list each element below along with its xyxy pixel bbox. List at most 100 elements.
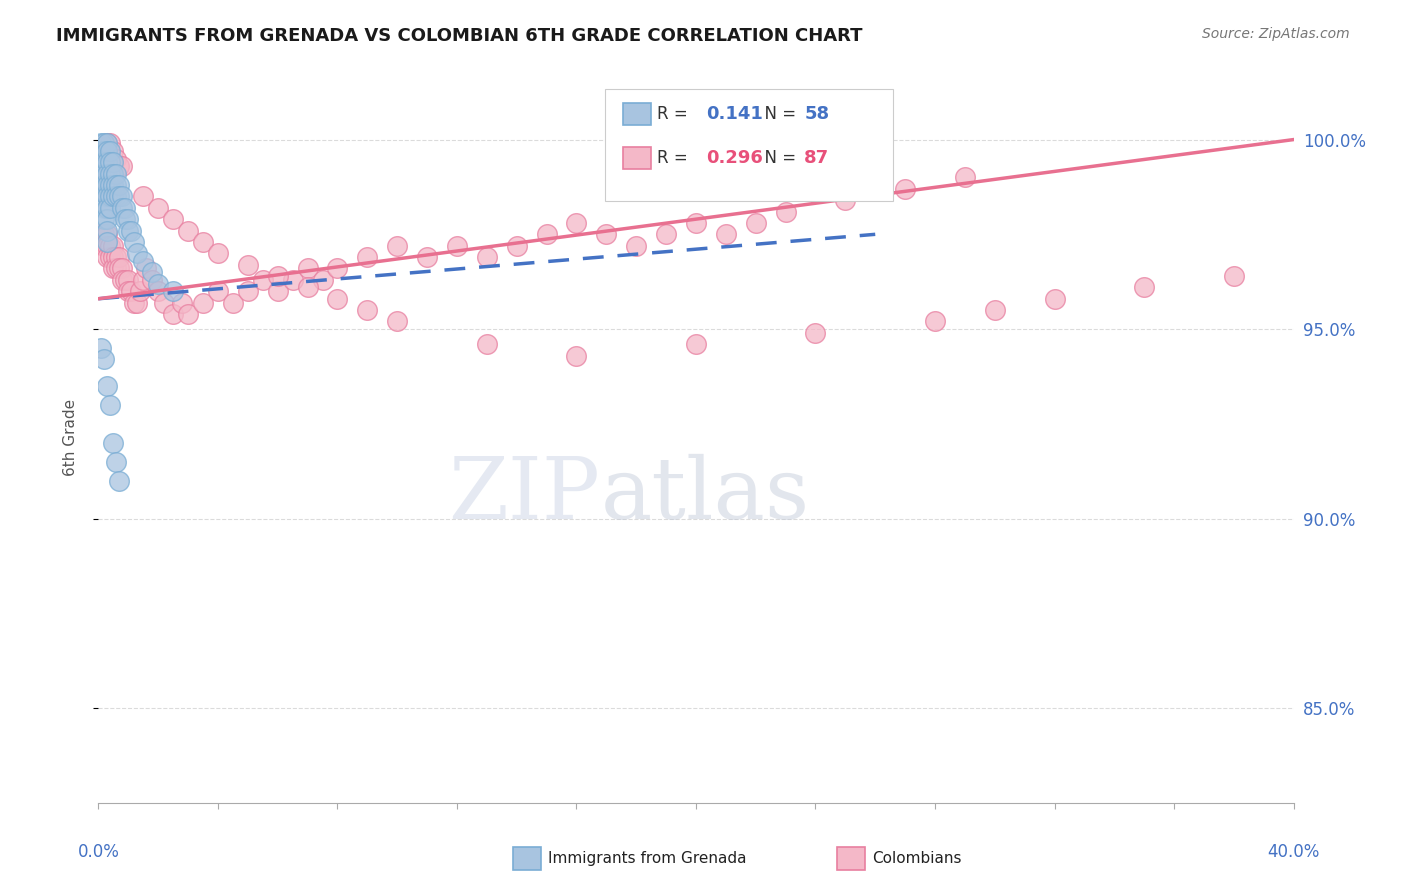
Point [96, 235, 118, 249]
Point [191, 295, 214, 310]
Point [129, 284, 152, 298]
Point [96, 250, 118, 264]
Point [565, 349, 588, 363]
Point [96, 201, 118, 215]
Point [93, 178, 115, 192]
Point [108, 178, 131, 192]
Text: Colombians: Colombians [872, 852, 962, 866]
Point [191, 235, 214, 249]
Point [120, 284, 142, 298]
Point [93, 136, 115, 151]
Point [98, 201, 122, 215]
Point [506, 238, 529, 252]
Point [114, 201, 136, 215]
Point [127, 295, 149, 310]
Point [96, 238, 118, 252]
Point [98, 398, 122, 412]
Point [281, 273, 304, 287]
Point [172, 295, 194, 310]
Point [111, 159, 134, 173]
Point [93, 201, 115, 215]
Point [236, 258, 259, 272]
Point [685, 337, 707, 351]
Point [93, 155, 115, 169]
Point [93, 352, 115, 367]
Point [111, 273, 134, 287]
Point [834, 193, 856, 207]
Point [124, 295, 146, 310]
Point [655, 227, 678, 242]
Point [98, 144, 122, 158]
Point [103, 261, 125, 276]
Point [108, 474, 131, 488]
Point [117, 212, 139, 227]
Text: Source: ZipAtlas.com: Source: ZipAtlas.com [1202, 27, 1350, 41]
Point [120, 223, 142, 237]
Point [98, 167, 122, 181]
Point [565, 216, 588, 230]
Point [90, 155, 112, 169]
Text: ZIP: ZIP [449, 454, 600, 537]
Point [177, 307, 200, 321]
Point [98, 238, 122, 252]
Point [297, 261, 319, 276]
Point [132, 189, 155, 203]
Point [385, 314, 409, 328]
Point [356, 250, 378, 264]
Point [108, 261, 131, 276]
Point [105, 250, 128, 264]
Point [1043, 292, 1066, 306]
Point [207, 246, 229, 260]
Point [111, 189, 134, 203]
Point [416, 250, 439, 264]
Point [222, 295, 245, 310]
Point [162, 307, 184, 321]
Text: 40.0%: 40.0% [1267, 843, 1320, 861]
Point [326, 292, 349, 306]
Point [103, 189, 125, 203]
Point [98, 136, 122, 151]
Point [714, 227, 737, 242]
Text: 0.141: 0.141 [706, 105, 762, 123]
Point [326, 261, 349, 276]
Point [267, 268, 290, 283]
Point [117, 273, 139, 287]
Point [98, 178, 122, 192]
Point [105, 189, 128, 203]
Point [98, 155, 122, 169]
Point [103, 167, 125, 181]
Point [108, 159, 131, 173]
Point [446, 238, 468, 252]
Point [93, 189, 115, 203]
Text: R =: R = [657, 149, 693, 167]
Point [595, 227, 617, 242]
Point [96, 155, 118, 169]
Point [745, 216, 768, 230]
Point [924, 314, 946, 328]
Point [96, 178, 118, 192]
Text: IMMIGRANTS FROM GRENADA VS COLOMBIAN 6TH GRADE CORRELATION CHART: IMMIGRANTS FROM GRENADA VS COLOMBIAN 6TH… [56, 27, 863, 45]
Point [96, 379, 118, 393]
Point [105, 261, 128, 276]
Point [105, 152, 128, 166]
Point [98, 189, 122, 203]
Point [90, 341, 112, 355]
Text: atlas: atlas [600, 454, 810, 537]
Point [96, 136, 118, 151]
Text: N =: N = [754, 149, 801, 167]
Point [356, 303, 378, 318]
Text: N =: N = [754, 105, 801, 123]
Point [96, 144, 118, 158]
Point [953, 170, 976, 185]
Point [148, 201, 170, 215]
Point [984, 303, 1007, 318]
Point [103, 178, 125, 192]
Text: R =: R = [657, 105, 693, 123]
Point [297, 280, 319, 294]
Point [252, 273, 274, 287]
Point [1133, 280, 1156, 294]
Point [626, 238, 648, 252]
Point [103, 250, 125, 264]
Point [93, 227, 115, 242]
Point [141, 265, 163, 279]
